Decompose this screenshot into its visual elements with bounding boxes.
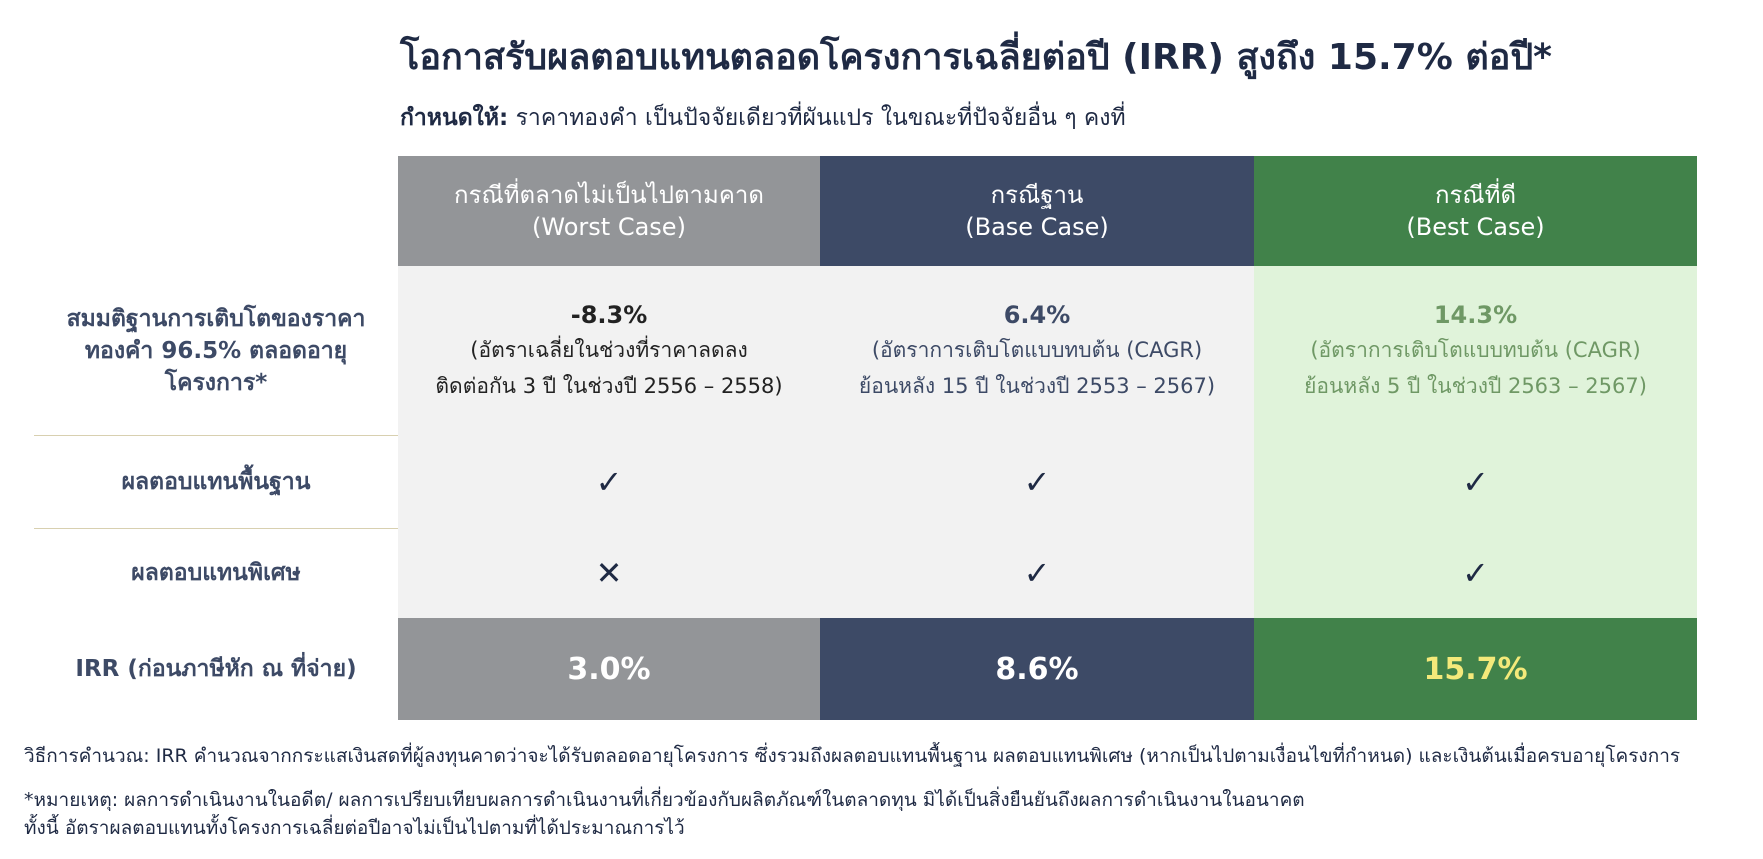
header-best: กรณีที่ดี (Best Case)	[1254, 156, 1697, 266]
col-en: (Best Case)	[1406, 213, 1545, 241]
cell-text: (อัตราการเติบโตแบบทบต้น (CAGR)	[1310, 337, 1641, 362]
cell-text: (อัตราเฉลี่ยในช่วงที่ราคาลดลง	[470, 337, 748, 362]
mark: ✓	[595, 462, 623, 501]
body-bg	[398, 266, 1254, 618]
cell-text: (อัตราการเติบโตแบบทบต้น (CAGR)	[871, 337, 1203, 362]
mark: ✓	[1023, 554, 1051, 592]
header-base: กรณีฐาน (Base Case)	[820, 156, 1254, 266]
col-en: (Base Case)	[965, 213, 1109, 241]
cell: 6.4% (อัตราการเติบโตแบบทบต้น (CAGR) ย้อนหล…	[820, 266, 1254, 435]
cell-value: -8.3%	[570, 300, 648, 329]
footnote: วิธีการคำนวณ: IRR คำนวณจากกระแสเงินสดที่…	[24, 745, 1681, 767]
subtitle: กำหนดให้: ราคาทองคำ เป็นปัจจัยเดียวที่ผั…	[400, 100, 1126, 136]
row-label: สมมติฐานการเติบโตของราคาทองคำ 96.5% ตลอด…	[66, 305, 366, 396]
irr-base: 8.6%	[820, 618, 1254, 720]
cell-text: ย้อนหลัง 15 ปี ในช่วงปี 2553 – 2567)	[858, 373, 1216, 398]
mark: ✕	[595, 554, 623, 592]
col-name: กรณีฐาน	[990, 181, 1084, 209]
row-label: ผลตอบแทนพื้นฐาน	[121, 468, 311, 495]
irr-best: 15.7%	[1254, 618, 1697, 720]
cell: 14.3% (อัตราการเติบโตแบบทบต้น (CAGR) ย้อนห…	[1254, 266, 1697, 435]
subtitle-text: ราคาทองคำ เป็นปัจจัยเดียวที่ผันแปร ในขณะ…	[515, 105, 1126, 131]
col-name: กรณีที่ตลาดไม่เป็นไปตามคาด	[454, 181, 764, 209]
irr-worst: 3.0%	[398, 618, 820, 720]
subtitle-label: กำหนดให้:	[400, 105, 509, 131]
mark: ✓	[1023, 462, 1051, 501]
footnote: *หมายเหตุ: ผลการดำเนินงานในอดีต/ ผลการเป…	[24, 789, 1305, 811]
cell-value: 6.4%	[1003, 300, 1071, 329]
col-name: กรณีที่ดี	[1434, 181, 1517, 209]
separator	[34, 528, 398, 529]
mark: ✓	[1462, 462, 1489, 501]
cell-text: ย้อนหลัง 5 ปี ในช่วงปี 2563 – 2567)	[1304, 373, 1647, 398]
cell-text: ติดต่อกัน 3 ปี ในช่วงปี 2556 – 2558)	[435, 373, 783, 398]
cell: -8.3% (อัตราเฉลี่ยในช่วงที่ราคาลดลงติดต่อ…	[398, 266, 820, 435]
body-bg-best	[1254, 266, 1697, 618]
mark: ✓	[1462, 554, 1489, 592]
header-worst: กรณีที่ตลาดไม่เป็นไปตามคาด (Worst Case)	[398, 156, 820, 266]
cell-value: 14.3%	[1433, 300, 1518, 329]
title: โอกาสรับผลตอบแทนตลอดโครงการเฉลี่ยต่อปี (…	[400, 37, 1552, 78]
footnote: ทั้งนี้ อัตราผลตอบแทนทั้งโครงการเฉลี่ยต่…	[24, 817, 685, 839]
separator	[34, 435, 398, 436]
col-en: (Worst Case)	[532, 213, 686, 241]
row-label: IRR (ก่อนภาษีหัก ณ ที่จ่าย)	[75, 656, 357, 682]
row-label: ผลตอบแทนพิเศษ	[131, 560, 301, 586]
